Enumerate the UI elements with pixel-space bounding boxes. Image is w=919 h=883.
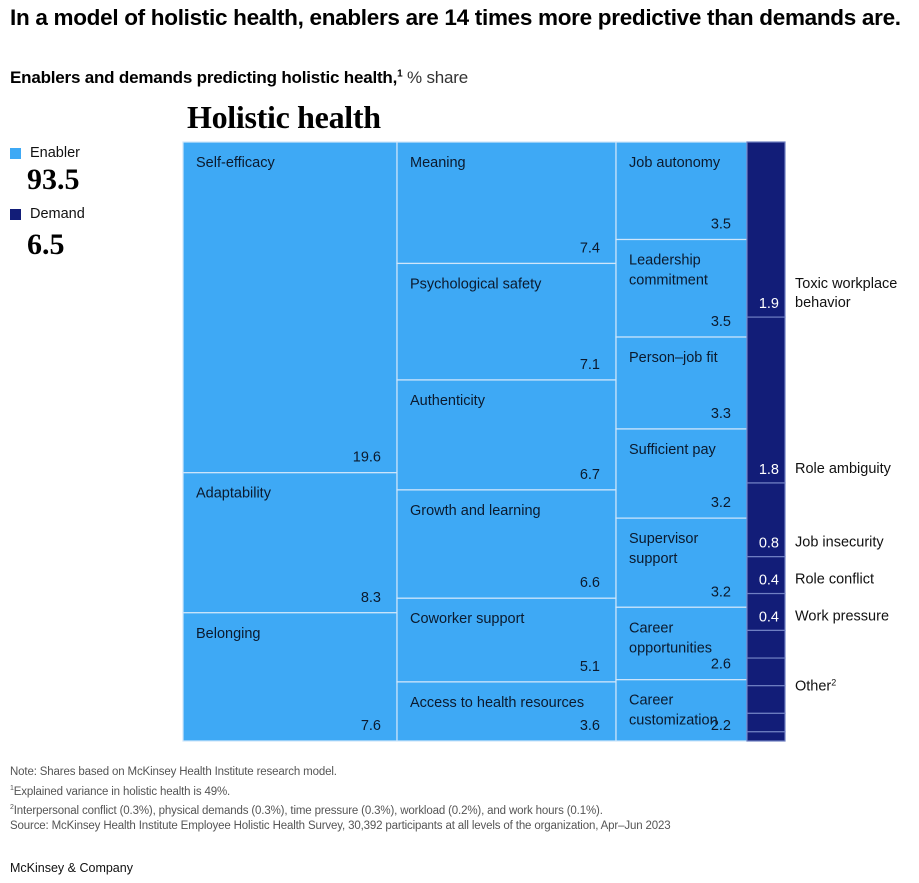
footnote-1-mark: 1 <box>10 784 14 792</box>
tile-other-interpersonal-conflict <box>746 629 786 659</box>
legend-total-demand: 6.5 <box>27 228 65 261</box>
tile-value-role-conflict: 0.4 <box>759 573 779 589</box>
footnote-2: 2Interpersonal conflict (0.3%), physical… <box>10 800 670 819</box>
tile-coworker-support <box>396 597 617 683</box>
tile-value-adaptability: 8.3 <box>361 590 381 606</box>
tile-value-psychological-safety: 7.1 <box>580 357 600 373</box>
chart-title: Holistic health <box>187 99 381 135</box>
legend-item-demand: Demand <box>10 206 85 222</box>
demand-label-toxic-workplace-behavior: Toxic workplace <box>795 276 897 292</box>
tile-belonging <box>182 612 398 742</box>
footnote-1: 1Explained variance in holistic health i… <box>10 781 670 800</box>
tile-value-career-customization: 2.2 <box>711 718 731 734</box>
tile-role-conflict <box>746 556 786 595</box>
tile-label-adaptability: Adaptability <box>196 486 272 502</box>
tile-value-job-autonomy: 3.5 <box>711 217 731 233</box>
tile-label-psychological-safety: Psychological safety <box>410 276 542 292</box>
tile-label-career-customization: customization <box>629 713 718 729</box>
subtitle: Enablers and demands predicting holistic… <box>10 68 468 88</box>
tile-psychological-safety <box>396 262 617 381</box>
tile-other-workload <box>746 712 786 733</box>
demand-label-toxic-workplace-behavior: behavior <box>795 295 851 311</box>
tile-value-supervisor-support: 3.2 <box>711 584 731 600</box>
tile-supervisor-support <box>615 517 748 608</box>
legend-label-demand: Demand <box>30 206 85 222</box>
tile-person-job-fit <box>615 336 748 430</box>
tile-label-authenticity: Authenticity <box>410 393 486 409</box>
tile-label-self-efficacy: Self-efficacy <box>196 155 275 171</box>
tile-label-supervisor-support: Supervisor <box>629 531 698 547</box>
tile-value-career-opportunities: 2.6 <box>711 657 731 673</box>
tile-value-toxic-workplace-behavior: 1.9 <box>759 296 779 312</box>
tile-other-work-hours <box>746 731 786 742</box>
tile-value-role-ambiguity: 1.8 <box>759 462 779 478</box>
subtitle-footnote-mark: 1 <box>397 68 403 80</box>
tile-label-career-customization: Career <box>629 693 673 709</box>
tile-role-ambiguity <box>746 316 786 484</box>
tile-label-leadership-commitment: commitment <box>629 273 708 289</box>
tile-value-belonging: 7.6 <box>361 718 381 734</box>
demand-label-other: Other2 <box>795 678 836 695</box>
tile-access-to-health-resources <box>396 681 617 742</box>
tile-value-authenticity: 6.7 <box>580 467 600 483</box>
demand-label-work-pressure: Work pressure <box>795 608 889 624</box>
tile-other-time-pressure <box>746 685 786 714</box>
tile-label-person-job-fit: Person–job fit <box>629 350 718 366</box>
subtitle-text: Enablers and demands predicting holistic… <box>10 68 398 87</box>
tile-toxic-workplace-behavior <box>746 141 786 318</box>
tile-value-meaning: 7.4 <box>580 240 600 256</box>
footnote-2-text: Interpersonal conflict (0.3%), physical … <box>13 804 603 817</box>
tile-label-career-opportunities: opportunities <box>629 640 712 656</box>
tile-value-person-job-fit: 3.3 <box>711 406 731 422</box>
demand-label-job-insecurity: Job insecurity <box>795 535 884 551</box>
tile-adaptability <box>182 472 398 614</box>
legend-total-enabler: 93.5 <box>27 163 80 196</box>
brand-logo-text: McKinsey & Company <box>10 861 133 875</box>
tile-value-job-insecurity: 0.8 <box>759 536 779 552</box>
footnotes: Note: Shares based on McKinsey Health In… <box>10 765 671 835</box>
tile-other-physical-demands <box>746 657 786 687</box>
tile-value-self-efficacy: 19.6 <box>353 450 381 466</box>
tile-label-growth-and-learning: Growth and learning <box>410 503 541 519</box>
tile-meaning <box>396 141 617 265</box>
source-text: Source: McKinsey Health Institute Employ… <box>10 820 671 833</box>
legend-swatch-demand <box>10 208 21 220</box>
tile-label-leadership-commitment: Leadership <box>629 253 701 269</box>
footnote-1-text: Explained variance in holistic health is… <box>13 785 231 798</box>
tile-leadership-commitment <box>615 238 748 338</box>
headline: In a model of holistic health, enablers … <box>10 5 901 30</box>
tile-value-sufficient-pay: 3.2 <box>711 495 731 511</box>
legend-item-enabler: Enabler <box>10 145 80 161</box>
tile-authenticity <box>396 379 617 491</box>
tile-label-belonging: Belonging <box>196 626 261 642</box>
tile-value-coworker-support: 5.1 <box>580 659 600 675</box>
tile-label-access-to-health-resources: Access to health resources <box>410 695 584 711</box>
demand-label-other-footnote: 2 <box>831 678 836 688</box>
tile-value-leadership-commitment: 3.5 <box>711 314 731 330</box>
note-text: Note: Shares based on McKinsey Health In… <box>10 766 337 778</box>
tile-label-coworker-support: Coworker support <box>410 611 524 627</box>
subtitle-unit: % share <box>402 68 469 87</box>
tile-value-growth-and-learning: 6.6 <box>580 575 600 591</box>
tile-career-customization <box>615 679 748 742</box>
legend-swatch-enabler <box>10 147 21 159</box>
tile-label-supervisor-support: support <box>629 551 677 567</box>
tile-work-pressure <box>746 592 786 632</box>
tile-label-sufficient-pay: Sufficient pay <box>629 442 717 458</box>
tile-value-access-to-health-resources: 3.6 <box>580 718 600 734</box>
tile-value-work-pressure: 0.4 <box>759 609 779 625</box>
tile-career-opportunities <box>615 606 748 681</box>
demand-label-role-ambiguity: Role ambiguity <box>795 461 892 477</box>
demand-label-role-conflict: Role conflict <box>795 572 874 588</box>
tile-label-career-opportunities: Career <box>629 620 673 636</box>
tile-label-meaning: Meaning <box>410 155 466 171</box>
tile-self-efficacy <box>182 141 398 474</box>
footnote-2-mark: 2 <box>10 803 14 811</box>
legend-label-enabler: Enabler <box>30 145 80 161</box>
tile-sufficient-pay <box>615 428 748 519</box>
tile-label-job-autonomy: Job autonomy <box>629 155 721 171</box>
tile-job-autonomy <box>615 141 748 241</box>
